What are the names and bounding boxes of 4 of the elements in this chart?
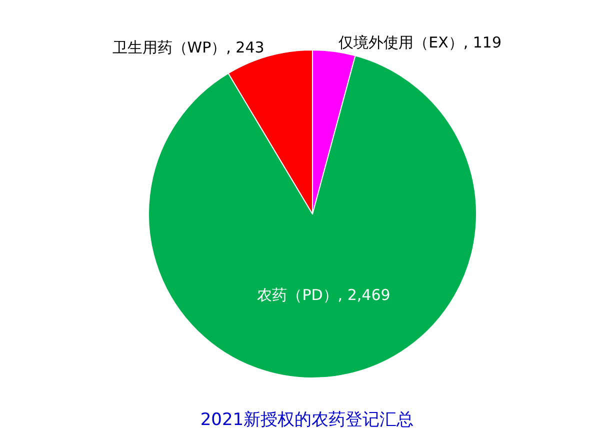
slice-label: 农药（PD）, 2,469 <box>257 286 390 304</box>
text: 2021新授权的农药登记汇总 <box>200 410 414 430</box>
slice-label: 卫生用药（WP）, 243 <box>112 38 264 57</box>
slice-label: 仅境外使用（EX）, 119 <box>338 34 502 52</box>
